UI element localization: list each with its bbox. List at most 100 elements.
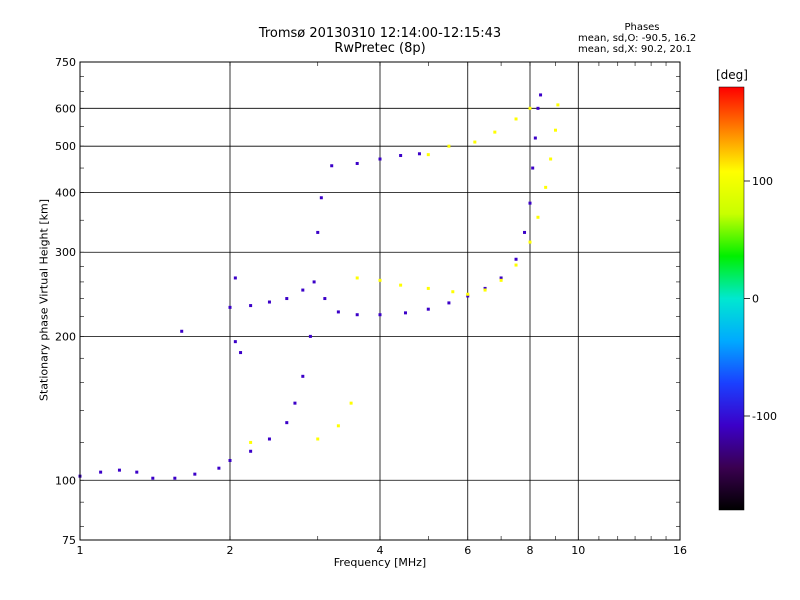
data-point bbox=[228, 458, 232, 462]
data-point bbox=[426, 307, 430, 311]
data-point bbox=[483, 286, 487, 290]
x-tick-label: 10 bbox=[571, 544, 585, 557]
x-axis-label: Frequency [MHz] bbox=[333, 556, 427, 569]
x-tick-label: 2 bbox=[227, 544, 234, 557]
data-point bbox=[523, 230, 527, 234]
data-point bbox=[355, 161, 359, 165]
data-point bbox=[301, 374, 305, 378]
data-point bbox=[426, 153, 430, 157]
data-point bbox=[316, 437, 320, 441]
data-point bbox=[249, 304, 253, 308]
data-point bbox=[426, 286, 430, 290]
data-point bbox=[323, 297, 327, 301]
data-point bbox=[285, 297, 289, 301]
x-tick-label: 1 bbox=[77, 544, 84, 557]
data-point bbox=[447, 144, 451, 148]
data-point bbox=[399, 154, 403, 158]
data-point bbox=[533, 136, 537, 140]
phase-stats-x-mode: mean, sd,X: 90.2, 20.1 bbox=[578, 44, 692, 55]
colorbar-tick-label: -100 bbox=[752, 410, 777, 423]
data-point bbox=[378, 313, 382, 317]
data-point bbox=[514, 263, 518, 267]
x-tick-label: 16 bbox=[673, 544, 687, 557]
data-point bbox=[349, 401, 353, 405]
y-tick-label: 300 bbox=[55, 246, 76, 259]
data-point bbox=[447, 301, 451, 305]
data-point bbox=[514, 257, 518, 261]
data-point bbox=[355, 276, 359, 280]
data-point bbox=[499, 278, 503, 282]
data-point bbox=[239, 351, 243, 355]
chart-subtitle: RwPretec (8p) bbox=[334, 41, 426, 56]
y-tick-label: 75 bbox=[62, 534, 76, 547]
y-tick-label: 200 bbox=[55, 330, 76, 343]
colorbar-ticks: 100 0 -100 bbox=[744, 175, 777, 423]
data-point bbox=[499, 276, 503, 280]
data-point bbox=[483, 288, 487, 292]
data-point bbox=[193, 472, 197, 476]
data-point bbox=[544, 185, 548, 189]
data-point bbox=[267, 300, 271, 304]
data-point bbox=[466, 294, 470, 298]
data-point bbox=[417, 152, 421, 156]
phase-stats-o-mode: mean, sd,O: -90.5, 16.2 bbox=[578, 33, 697, 44]
data-point bbox=[378, 278, 382, 282]
axis-ticks: 1 2 4 6 8 10 16 75 100 200 300 400 500 600 750 bbox=[55, 56, 687, 557]
data-point bbox=[228, 305, 232, 309]
x-tick-label: 8 bbox=[527, 544, 534, 557]
chart-title: Tromsø 20130310 12:14:00-12:15:43 bbox=[258, 26, 502, 41]
colorbar-unit: [deg] bbox=[716, 68, 748, 82]
data-point bbox=[180, 329, 184, 333]
y-tick-label: 400 bbox=[55, 186, 76, 199]
data-point bbox=[556, 103, 560, 107]
data-point bbox=[293, 401, 297, 405]
data-point bbox=[319, 196, 323, 200]
y-axis-label: Stationary phase Virtual Height [km] bbox=[37, 198, 51, 402]
colorbar-tick-label: 100 bbox=[752, 175, 773, 188]
data-point bbox=[399, 283, 403, 287]
data-point bbox=[316, 230, 320, 234]
data-point bbox=[301, 288, 305, 292]
data-point bbox=[233, 276, 237, 280]
data-point bbox=[151, 476, 155, 480]
data-point bbox=[336, 310, 340, 314]
data-point bbox=[403, 311, 407, 315]
data-point bbox=[536, 106, 540, 110]
data-point bbox=[466, 292, 470, 296]
data-point bbox=[528, 201, 532, 205]
y-tick-label: 100 bbox=[55, 474, 76, 487]
data-point bbox=[528, 106, 532, 110]
data-point bbox=[539, 93, 543, 97]
data-points bbox=[78, 93, 560, 480]
data-point bbox=[312, 280, 316, 284]
grid bbox=[80, 62, 680, 540]
data-point bbox=[233, 340, 237, 344]
data-point bbox=[173, 476, 177, 480]
data-point bbox=[267, 437, 271, 441]
data-point bbox=[473, 140, 477, 144]
x-tick-label: 4 bbox=[377, 544, 384, 557]
colorbar-tick-label: 0 bbox=[752, 293, 759, 306]
y-tick-label: 600 bbox=[55, 102, 76, 115]
data-point bbox=[355, 313, 359, 317]
data-point bbox=[536, 215, 540, 219]
y-tick-label: 500 bbox=[55, 140, 76, 153]
data-point bbox=[330, 164, 334, 168]
data-point bbox=[493, 130, 497, 134]
data-point bbox=[528, 240, 532, 244]
data-point bbox=[249, 449, 253, 453]
colorbar bbox=[718, 86, 745, 511]
phase-stats-heading: Phases bbox=[624, 22, 660, 33]
data-point bbox=[378, 157, 382, 161]
x-tick-label: 6 bbox=[464, 544, 471, 557]
data-point bbox=[451, 290, 455, 294]
data-point bbox=[308, 334, 312, 338]
data-point bbox=[249, 440, 253, 444]
data-point bbox=[553, 128, 557, 132]
data-point bbox=[549, 157, 553, 161]
data-point bbox=[531, 166, 535, 170]
data-point bbox=[285, 421, 289, 425]
data-point bbox=[99, 470, 103, 474]
data-point bbox=[135, 470, 139, 474]
